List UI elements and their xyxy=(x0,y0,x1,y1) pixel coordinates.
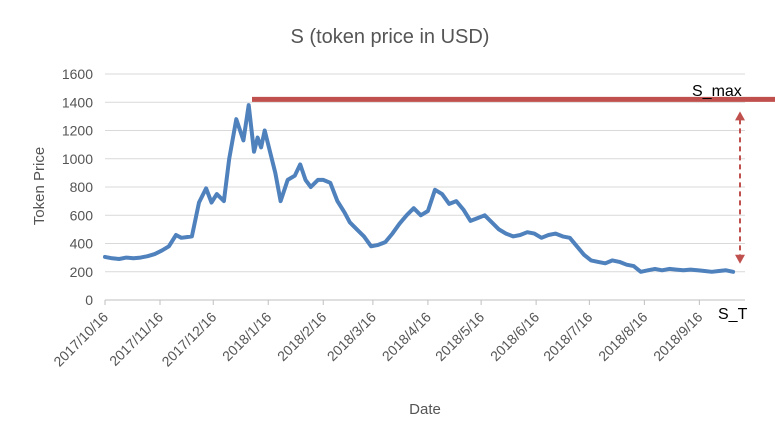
arrow-up-icon xyxy=(735,111,745,121)
y-tick-label: 400 xyxy=(70,236,94,252)
x-tick-label: 2018/5/16 xyxy=(432,309,488,365)
s-t-label: S_T xyxy=(718,306,748,323)
x-tick-label: 2018/3/16 xyxy=(324,309,380,365)
x-tick-label: 2017/12/16 xyxy=(158,309,219,370)
grid-lines xyxy=(105,73,745,273)
x-tick-label: 2018/8/16 xyxy=(595,309,651,365)
x-axis-title: Date xyxy=(409,401,441,418)
x-tick-label: 2018/6/16 xyxy=(487,309,543,365)
y-tick-label: 1000 xyxy=(62,151,93,167)
y-tick-label: 1600 xyxy=(62,66,93,82)
y-tick-labels: 0 200 400 600 800 1000 1200 1400 1600 xyxy=(62,66,93,308)
y-tick-label: 1400 xyxy=(62,94,93,110)
x-tick-label: 2018/1/16 xyxy=(219,309,275,365)
y-tick-label: 0 xyxy=(85,292,93,308)
s-max-label: S_max xyxy=(692,83,742,100)
x-tick-label: 2018/4/16 xyxy=(379,309,435,365)
arrow-down-icon xyxy=(735,254,745,264)
y-tick-label: 200 xyxy=(70,264,94,280)
chart-title: S (token price in USD) xyxy=(291,26,490,48)
y-tick-label: 600 xyxy=(70,207,94,223)
x-tick-label: 2018/7/16 xyxy=(540,309,596,365)
x-tick-label: 2017/11/16 xyxy=(106,309,166,369)
y-axis-title: Token Price xyxy=(31,147,48,225)
y-tick-label: 1200 xyxy=(62,123,93,139)
y-tick-label: 800 xyxy=(70,179,94,195)
x-tick-label: 2018/9/16 xyxy=(650,309,706,365)
price-series-line xyxy=(103,103,736,274)
x-tick-label: 2018/2/16 xyxy=(274,309,330,365)
x-tick-label: 2017/10/16 xyxy=(50,309,111,370)
